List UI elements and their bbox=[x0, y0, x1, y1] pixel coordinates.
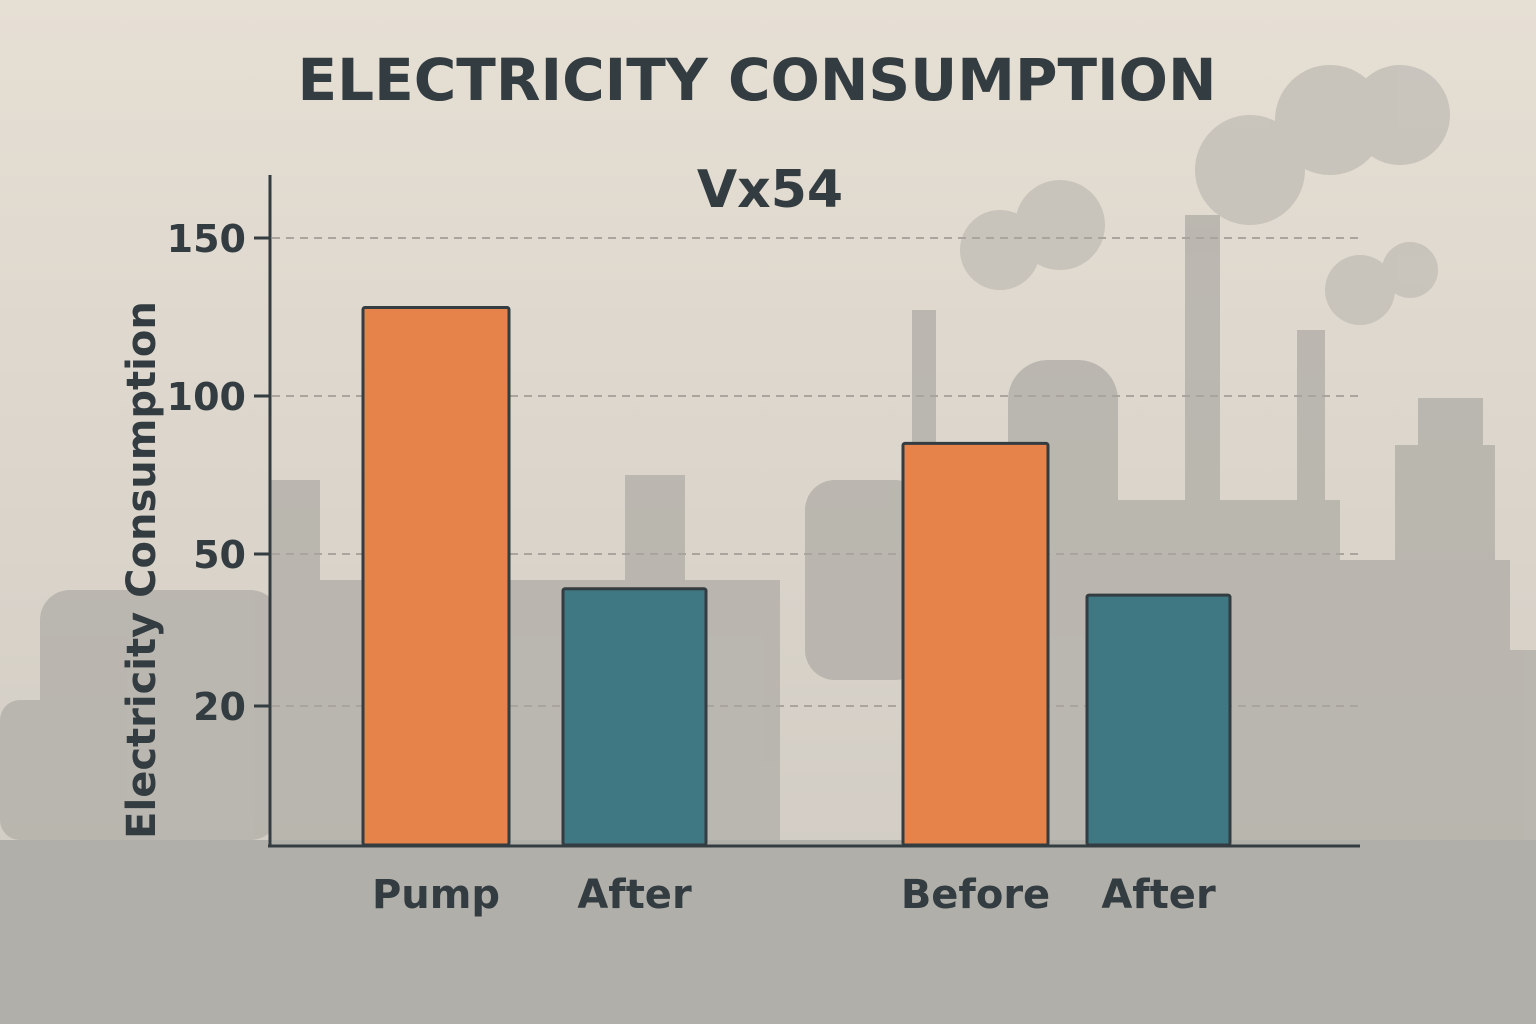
y-axis-label: Electricity Consumption bbox=[119, 301, 165, 839]
x-tick-label: Before bbox=[901, 872, 1050, 918]
bar-after bbox=[1085, 593, 1232, 847]
chart-title: ELECTRICITY CONSUMPTION bbox=[298, 46, 1217, 114]
chart-subtitle: Vx54 bbox=[697, 160, 843, 220]
y-tick-label: 50 bbox=[193, 533, 246, 577]
x-tick-label: Pump bbox=[372, 872, 500, 918]
y-tick-label: 150 bbox=[167, 217, 246, 261]
y-tick-label: 100 bbox=[167, 375, 246, 419]
ground bbox=[0, 840, 1536, 1024]
bar-after bbox=[561, 587, 708, 847]
bar-pump bbox=[361, 306, 511, 847]
x-tick-label: After bbox=[1101, 872, 1216, 918]
x-tick-label: After bbox=[577, 872, 692, 918]
y-tick-label: 20 bbox=[193, 685, 246, 729]
bar-before bbox=[901, 441, 1050, 847]
